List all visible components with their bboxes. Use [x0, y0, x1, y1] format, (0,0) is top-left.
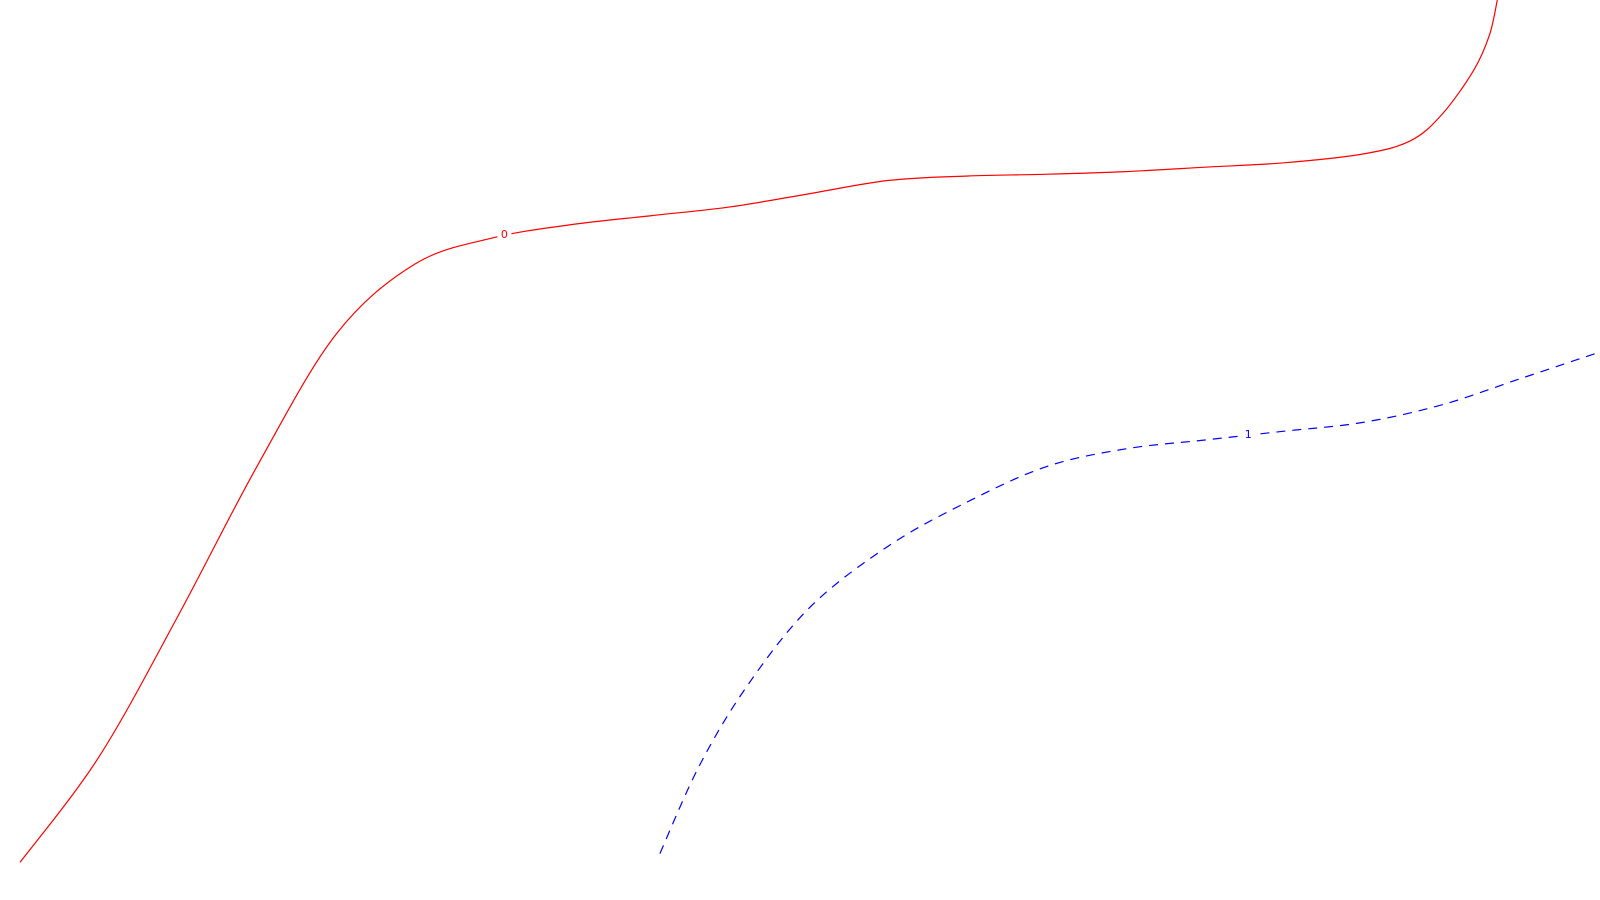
contour-label-gap: [1241, 428, 1256, 443]
contour-label-gap: [497, 228, 512, 243]
contour-label-0: 0: [501, 228, 508, 241]
contour-line-1: [659, 351, 1600, 854]
series-layer: [19, 0, 1600, 863]
label-layer: 01: [497, 228, 1256, 443]
contour-line-0: [19, 0, 1498, 863]
contour-label-1: 1: [1245, 428, 1252, 441]
